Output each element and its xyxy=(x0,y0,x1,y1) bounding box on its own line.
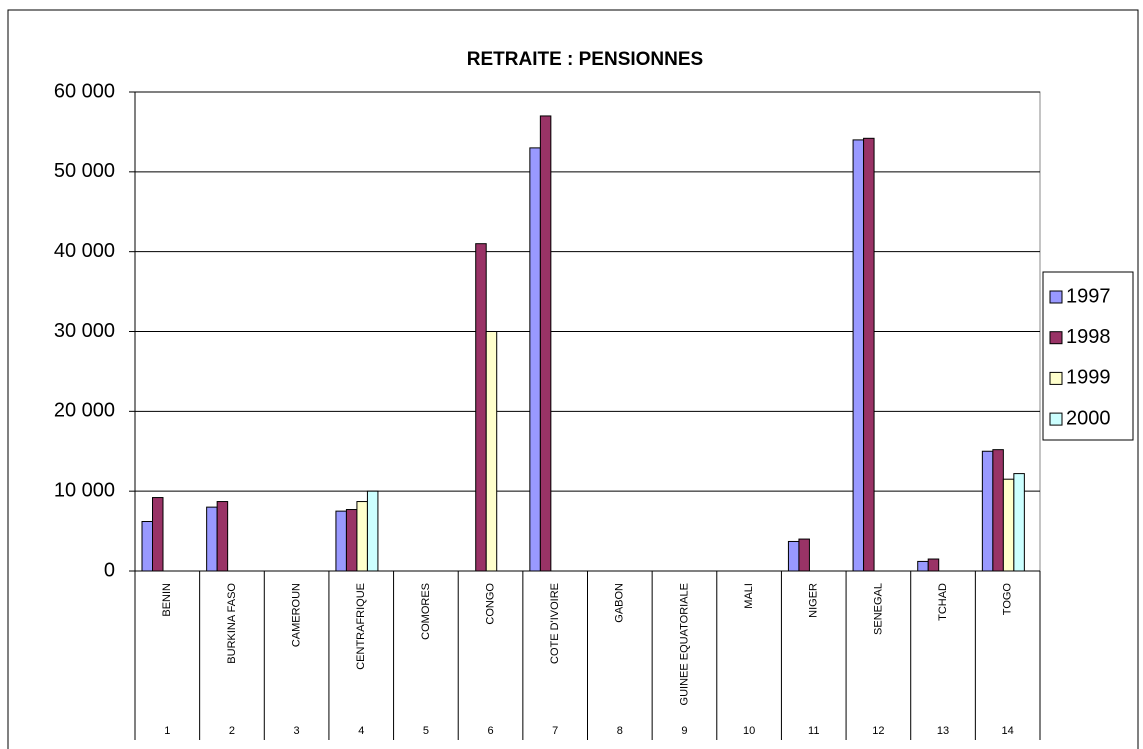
bar xyxy=(917,560,929,572)
legend-label: 1997 xyxy=(1066,285,1111,307)
legend-label: 1999 xyxy=(1066,367,1111,389)
bar xyxy=(798,538,810,572)
bar xyxy=(356,501,368,572)
x-category-label: GABON xyxy=(614,583,626,623)
x-category-number: 3 xyxy=(294,725,300,737)
bar xyxy=(539,115,552,572)
x-category-number: 13 xyxy=(937,725,949,737)
x-category-number: 2 xyxy=(229,725,235,737)
y-tick-label: 60 000 xyxy=(54,80,115,102)
legend-swatch xyxy=(1049,371,1063,385)
y-tick-label: 30 000 xyxy=(54,320,115,342)
x-category-number: 5 xyxy=(423,725,429,737)
x-category-label: CAMEROUN xyxy=(291,583,303,647)
y-tick-label: 50 000 xyxy=(54,160,115,182)
x-category-number: 12 xyxy=(872,725,884,737)
x-category-label: BURKINA FASO xyxy=(226,583,238,664)
x-category-label: COTE D'IVOIRE xyxy=(549,583,561,664)
x-category-label: SENEGAL xyxy=(872,583,884,635)
legend-label: 2000 xyxy=(1066,407,1111,429)
bar xyxy=(1002,478,1015,572)
bar xyxy=(927,558,940,572)
x-category-number: 11 xyxy=(808,725,819,737)
x-category-number: 14 xyxy=(1002,725,1014,737)
x-category-number: 6 xyxy=(487,725,493,737)
y-tick-label: 0 xyxy=(104,559,115,581)
bar xyxy=(787,540,800,572)
legend-swatch xyxy=(1049,412,1063,426)
legend-swatch xyxy=(1049,331,1063,345)
y-tick-label: 20 000 xyxy=(54,400,115,422)
x-category-label: NIGER xyxy=(808,583,820,618)
x-category-label: MALI xyxy=(743,583,755,609)
bar xyxy=(852,139,865,572)
bar xyxy=(335,510,347,572)
chart-title: RETRAITE : PENSIONNES xyxy=(467,49,703,70)
x-category-label: CONGO xyxy=(484,583,496,625)
x-category-label: TCHAD xyxy=(937,583,949,621)
bar xyxy=(141,521,153,572)
bar xyxy=(992,449,1004,572)
x-category-number: 9 xyxy=(681,725,687,737)
y-tick-label: 40 000 xyxy=(54,240,115,262)
bar xyxy=(863,137,875,572)
legend-label: 1998 xyxy=(1066,326,1111,348)
x-category-number: 8 xyxy=(617,725,623,737)
x-category-number: 4 xyxy=(358,725,364,737)
x-category-label: CENTRAFRIQUE xyxy=(355,583,367,670)
bar xyxy=(345,509,358,572)
bar xyxy=(1013,473,1025,572)
x-category-label: GUINEE EQUATORIALE xyxy=(678,583,690,705)
bar xyxy=(485,331,498,572)
x-category-label: TOGO xyxy=(1002,583,1014,616)
bar xyxy=(981,450,994,572)
x-category-number: 7 xyxy=(552,725,558,737)
legend-swatch xyxy=(1049,290,1063,304)
x-category-number: 10 xyxy=(743,725,755,737)
bar xyxy=(216,501,229,572)
bar xyxy=(529,147,541,572)
bar xyxy=(475,243,487,572)
y-tick-label: 10 000 xyxy=(54,479,115,501)
bar xyxy=(366,490,379,572)
bar xyxy=(152,497,164,572)
x-category-label: BENIN xyxy=(161,583,173,617)
bar xyxy=(206,506,218,572)
x-category-number: 1 xyxy=(164,725,170,737)
x-category-label: COMORES xyxy=(420,583,432,640)
